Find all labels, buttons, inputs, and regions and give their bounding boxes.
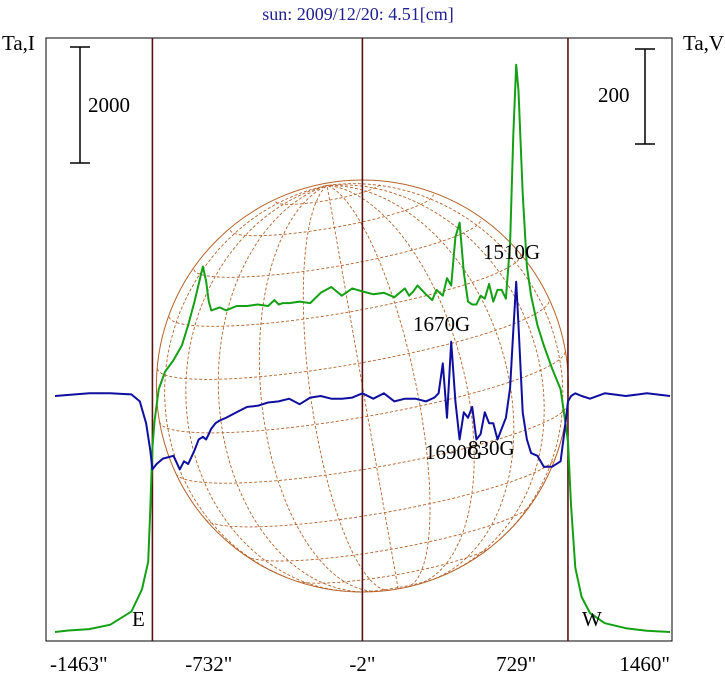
x-tick-label: 1460" — [619, 652, 670, 676]
series-lines — [54, 63, 671, 633]
longitude-line — [164, 184, 328, 578]
longitude-line — [326, 185, 399, 590]
annotation-1510g: 1510G — [483, 240, 540, 264]
latitude-line — [297, 547, 491, 584]
x-tick-label: -2" — [349, 652, 375, 676]
scale-bar-left — [70, 46, 90, 164]
latitude-line — [354, 576, 441, 593]
vertical-markers — [151, 38, 569, 641]
latitude-line — [205, 457, 556, 528]
x-axis-ticks: -1463" -732" -2" 729" 1460" — [50, 652, 670, 676]
plot-frame — [45, 37, 673, 642]
longitude-line — [326, 184, 515, 580]
scale-bar-right-label: 200 — [598, 83, 630, 107]
annotation-1670g: 1670G — [413, 312, 470, 336]
latitude-line — [229, 194, 434, 237]
x-tick-label: 729" — [496, 652, 536, 676]
chart-title: sun: 2009/12/20: 4.51[cm] — [262, 4, 454, 24]
limb-label-west: W — [582, 607, 602, 631]
latitude-line — [193, 218, 482, 278]
latitude-line — [275, 183, 382, 205]
x-tick-label: -1463" — [50, 652, 108, 676]
solar-disk-grid — [155, 179, 569, 593]
longitude-line — [217, 184, 361, 593]
scale-bar-left-label: 2000 — [88, 93, 130, 117]
series-line-i — [54, 63, 671, 633]
longitude-line — [302, 185, 390, 591]
annotation-1690g: 1690G — [425, 440, 482, 464]
x-tick-label: -732" — [185, 652, 232, 676]
y-right-label: Ta,V — [683, 31, 724, 55]
longitude-line — [326, 184, 431, 588]
longitude-line — [326, 183, 564, 541]
longitude-line — [326, 184, 475, 585]
longitude-line — [185, 184, 343, 592]
y-left-label: Ta,I — [2, 31, 35, 55]
annotation-830g: 830G — [468, 436, 515, 460]
series-line-v — [54, 280, 671, 471]
limb-label-east: E — [132, 607, 145, 631]
longitude-line — [258, 185, 377, 592]
scale-bar-right — [635, 48, 655, 145]
